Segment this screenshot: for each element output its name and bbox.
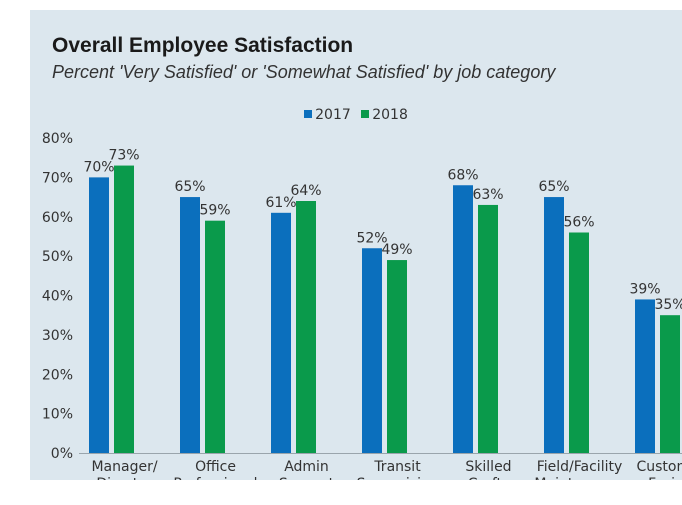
x-tick-label: Customer [636, 459, 682, 475]
x-tick-label: Professional [173, 476, 257, 480]
y-tick-label: 80% [42, 131, 73, 147]
data-label-2018: 49% [381, 242, 412, 258]
x-tick-label: Supervision [357, 476, 439, 480]
bar-2018 [205, 220, 225, 453]
y-tick-label: 50% [42, 249, 73, 265]
bar-2017 [453, 185, 473, 453]
x-tick-label: Director [96, 476, 152, 480]
legend-item-2017: 2017 [304, 107, 351, 123]
data-label-2017: 65% [538, 179, 569, 195]
data-label-2017: 70% [83, 159, 114, 175]
chart-subtitle: Percent 'Very Satisfied' or 'Somewhat Sa… [52, 62, 556, 82]
bar-2018 [387, 260, 407, 453]
data-label-2017: 52% [356, 230, 387, 246]
bar-2018 [660, 315, 680, 453]
x-tick-label: Transit [373, 459, 421, 475]
x-tick-label: Maintenance [534, 476, 624, 480]
data-label-2018: 56% [563, 215, 594, 231]
y-tick-label: 70% [42, 170, 73, 186]
chart-legend: 2017 2018 [30, 107, 682, 123]
x-tick-label: Support [279, 476, 335, 480]
bar-2017 [89, 177, 109, 453]
y-tick-label: 30% [42, 328, 73, 344]
y-tick-label: 40% [42, 289, 73, 305]
bar-2018 [478, 204, 498, 453]
bar-2017 [180, 197, 200, 453]
legend-swatch-2018 [361, 110, 370, 118]
data-label-2017: 61% [265, 195, 296, 211]
data-label-2018: 59% [199, 203, 230, 219]
data-label-2018: 64% [290, 183, 321, 199]
legend-swatch-2017 [304, 110, 313, 118]
bar-2018 [114, 165, 134, 453]
y-tick-label: 60% [42, 210, 73, 226]
data-label-2017: 68% [447, 167, 478, 183]
bar-2017 [271, 212, 291, 453]
bar-2017 [635, 299, 655, 453]
x-tick-label: Skilled [465, 459, 511, 475]
y-tick-label: 20% [42, 367, 73, 383]
chart-title: Overall Employee Satisfaction [52, 34, 354, 57]
data-label-2018: 35% [654, 297, 682, 313]
data-label-2017: 65% [174, 179, 205, 195]
chart-panel: Overall Employee Satisfaction Percent 'V… [30, 10, 682, 480]
data-label-2017: 39% [629, 281, 660, 297]
x-tick-label: Facing [648, 476, 682, 480]
y-tick-label: 10% [42, 407, 73, 423]
data-label-2018: 63% [472, 187, 503, 203]
bar-2018 [569, 232, 589, 453]
y-tick-label: 0% [51, 446, 73, 462]
data-label-2018: 73% [108, 148, 139, 164]
legend-item-2018: 2018 [361, 107, 408, 123]
x-tick-label: Crafts [468, 476, 510, 480]
legend-label-2018: 2018 [372, 107, 408, 123]
x-tick-label: Manager/ [91, 459, 157, 475]
bar-chart-svg: 0%10%20%30%40%50%60%70%80%70%73%Manager/… [42, 131, 682, 480]
bar-2018 [296, 201, 316, 453]
x-tick-label: Field/Facility [537, 459, 623, 475]
x-tick-label: Office [195, 459, 236, 475]
bar-2017 [544, 197, 564, 453]
bar-2017 [362, 248, 382, 453]
x-tick-label: Admin [284, 459, 329, 475]
legend-label-2017: 2017 [315, 107, 351, 123]
